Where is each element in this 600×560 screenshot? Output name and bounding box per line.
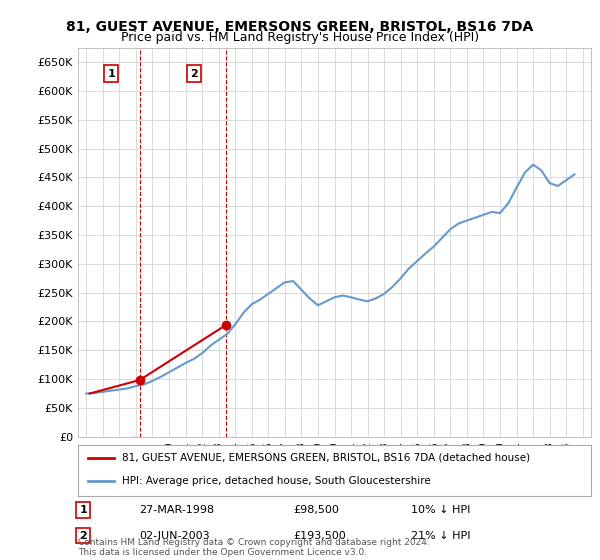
Text: 10% ↓ HPI: 10% ↓ HPI (412, 505, 471, 515)
Text: 81, GUEST AVENUE, EMERSONS GREEN, BRISTOL, BS16 7DA: 81, GUEST AVENUE, EMERSONS GREEN, BRISTO… (67, 20, 533, 34)
Text: 1: 1 (79, 505, 87, 515)
Text: £193,500: £193,500 (293, 530, 346, 540)
Text: Price paid vs. HM Land Registry's House Price Index (HPI): Price paid vs. HM Land Registry's House … (121, 31, 479, 44)
Text: 2: 2 (190, 68, 198, 78)
Text: 02-JUN-2003: 02-JUN-2003 (140, 530, 210, 540)
Text: 1: 1 (107, 68, 115, 78)
Text: £98,500: £98,500 (293, 505, 340, 515)
Text: 81, GUEST AVENUE, EMERSONS GREEN, BRISTOL, BS16 7DA (detached house): 81, GUEST AVENUE, EMERSONS GREEN, BRISTO… (122, 453, 530, 463)
Text: 2: 2 (79, 530, 87, 540)
Text: Contains HM Land Registry data © Crown copyright and database right 2024.
This d: Contains HM Land Registry data © Crown c… (78, 538, 430, 557)
Text: HPI: Average price, detached house, South Gloucestershire: HPI: Average price, detached house, Sout… (122, 477, 430, 487)
Text: 21% ↓ HPI: 21% ↓ HPI (412, 530, 471, 540)
Text: 27-MAR-1998: 27-MAR-1998 (140, 505, 215, 515)
